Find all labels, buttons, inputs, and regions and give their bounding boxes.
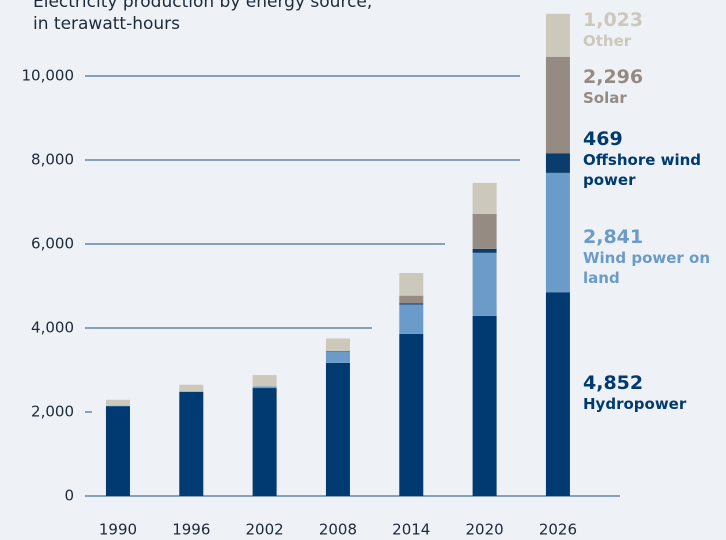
- bar-segment: [472, 252, 497, 316]
- x-tick-label: 2014: [392, 521, 430, 539]
- bar-segment: [179, 384, 204, 392]
- x-tick-label: 2008: [319, 521, 357, 539]
- chart-title: Electricity production by energy source,…: [33, 0, 373, 34]
- legend-entry: Hydropower: [583, 395, 687, 413]
- bar-segment: [545, 292, 570, 496]
- series-label: 4,852 Hydropower: [583, 372, 713, 414]
- x-tick-label: 1990: [99, 521, 137, 539]
- bar-segment: [252, 388, 277, 496]
- bar-segment: [399, 272, 424, 296]
- bar-segment: [325, 338, 350, 352]
- bar-segment: [252, 386, 277, 389]
- legend-entry: Offshore wind power: [583, 151, 702, 189]
- series-label: 2,841 Wind power on land: [583, 226, 713, 288]
- y-tick-label: 4,000: [31, 319, 74, 337]
- y-tick-label: 8,000: [31, 151, 74, 169]
- x-tick-label: 1996: [172, 521, 210, 539]
- y-tick-label: 2,000: [31, 403, 74, 421]
- value-label: 2,296: [583, 66, 644, 88]
- x-tick-label: 2020: [466, 521, 504, 539]
- value-label: 469: [583, 128, 623, 150]
- value-label: 4,852: [583, 372, 644, 394]
- bar-segment: [472, 182, 497, 214]
- bar-segment: [105, 399, 130, 406]
- value-label: 1,023: [583, 9, 644, 31]
- y-tick-label: 6,000: [31, 235, 74, 253]
- y-tick-label: 10,000: [22, 67, 75, 85]
- bar-segment: [545, 172, 570, 293]
- series-label: 2,296 Solar: [583, 66, 713, 108]
- bar-segment: [399, 304, 424, 334]
- bar-segment: [399, 333, 424, 496]
- bar-segment: [545, 56, 570, 154]
- series-label: 1,023 Other: [583, 9, 713, 51]
- bar-segment: [179, 391, 204, 496]
- x-tick-label: 2026: [539, 521, 577, 539]
- value-label: 2,841: [583, 226, 644, 248]
- bar-segment: [545, 13, 570, 57]
- x-tick-label: 2002: [246, 521, 284, 539]
- bar-segment: [399, 295, 424, 304]
- bar-segment: [325, 351, 350, 363]
- legend-entry: Solar: [583, 89, 627, 107]
- bar-segment: [545, 153, 570, 173]
- legend-entry: Other: [583, 32, 632, 50]
- bar-segment: [472, 248, 497, 253]
- bar-segment: [252, 375, 277, 387]
- legend-entry: Wind power on land: [583, 249, 711, 287]
- bar-segment: [399, 303, 424, 305]
- bar-segment: [472, 213, 497, 249]
- bar-segment: [325, 362, 350, 496]
- y-tick-label: 0: [64, 487, 74, 505]
- bar-segment: [105, 406, 130, 496]
- series-label: 469 Offshore wind power: [583, 128, 713, 190]
- bar-segment: [472, 315, 497, 496]
